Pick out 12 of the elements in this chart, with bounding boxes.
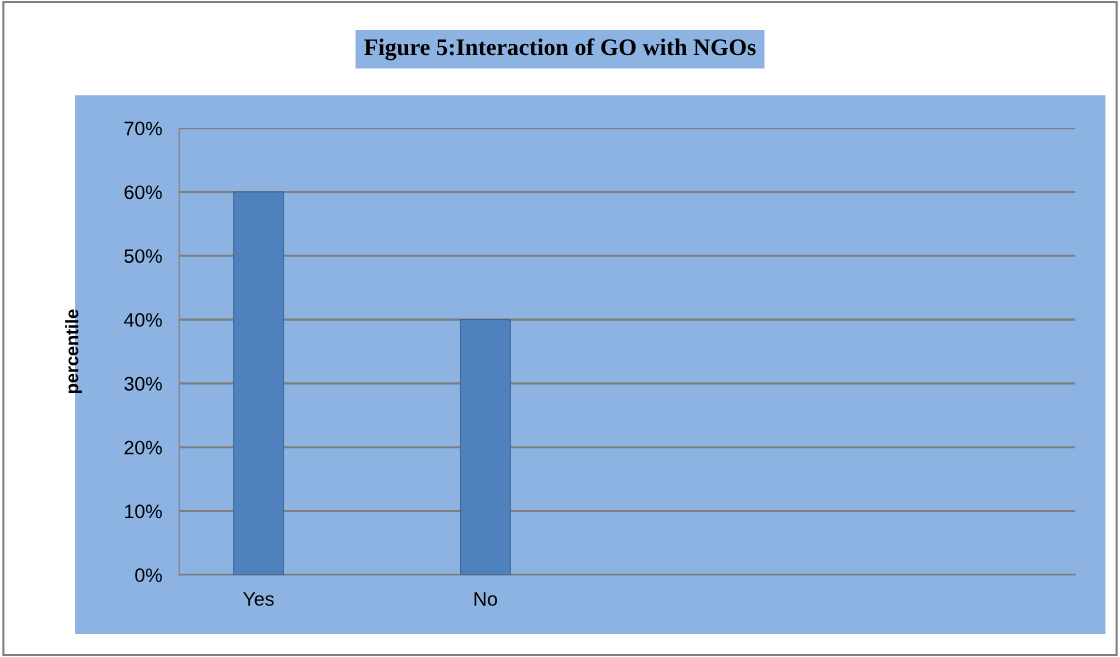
- y-tick-label: 60%: [124, 185, 162, 200]
- chart-title: Figure 5:Interaction of GO with NGOs: [364, 38, 756, 61]
- x-tick-label: No: [474, 592, 498, 606]
- y-tick-label: 70%: [124, 121, 162, 136]
- x-tick-label: Yes: [243, 592, 274, 606]
- y-tick-label: 40%: [124, 313, 162, 327]
- y-tick-label: 50%: [124, 249, 162, 263]
- y-tick-label: 10%: [125, 504, 162, 519]
- y-tick-label: 0%: [135, 568, 162, 583]
- y-axis-title: percentile: [65, 309, 82, 393]
- y-tick-label: 20%: [124, 440, 162, 455]
- y-tick-label: 30%: [124, 376, 162, 391]
